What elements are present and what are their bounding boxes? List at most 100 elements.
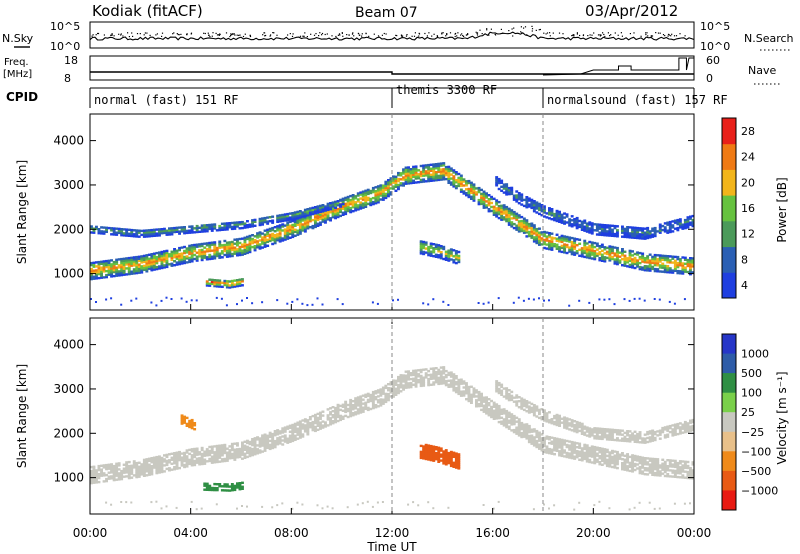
velocity-cell (301, 435, 305, 438)
power-cell (628, 249, 632, 253)
power-cell (560, 215, 564, 218)
power-cell (683, 220, 687, 224)
power-cell (127, 256, 131, 260)
velocity-cell (608, 457, 612, 460)
nsearch-dot (219, 33, 221, 35)
velocity-cell (538, 445, 541, 448)
power-cell (389, 193, 393, 196)
velocity-cell (500, 420, 504, 423)
power-cell (454, 181, 458, 184)
nsearch-dot (651, 35, 654, 37)
velocity-cell (618, 439, 622, 442)
velocity-cell (658, 433, 662, 436)
velocity-cell (495, 413, 499, 416)
velocity-cell (444, 369, 448, 373)
power-cell (344, 204, 348, 208)
velocity-cell (168, 461, 171, 464)
power-cell (427, 179, 431, 183)
velocity-cell (475, 391, 478, 394)
velocity-cell (621, 454, 624, 457)
power-cell (442, 300, 445, 303)
velocity-cell (598, 457, 602, 460)
nsearch-dot (270, 34, 272, 36)
power-cell (442, 257, 446, 261)
power-cell (648, 259, 652, 262)
velocity-cell (399, 376, 403, 379)
nsearch-dot (190, 32, 193, 34)
velocity-cell (673, 459, 677, 463)
power-cell (653, 261, 657, 265)
power-cell (678, 222, 682, 225)
velocity-cell (112, 474, 116, 478)
velocity-cell (505, 419, 509, 423)
power-cell (228, 255, 232, 258)
velocity-cell (115, 464, 119, 467)
power-cell (560, 246, 564, 250)
power-cell (233, 223, 237, 226)
power-cell (329, 206, 332, 209)
power-cell (97, 228, 101, 231)
power-cell (248, 250, 252, 254)
power-cell (600, 231, 604, 235)
power-cell (633, 256, 637, 260)
power-cell (447, 177, 451, 180)
velocity-cell (490, 413, 493, 417)
power-cell (281, 225, 285, 228)
noise-panel-frame (89, 21, 695, 49)
power-cell (205, 284, 209, 287)
velocity-cell (273, 443, 277, 447)
power-cell (175, 230, 179, 233)
power-cell (444, 177, 448, 181)
nsearch-dot (406, 34, 408, 36)
velocity-cell (465, 388, 468, 391)
power-cell (432, 179, 436, 182)
power-cell (434, 253, 438, 256)
power-cell (608, 298, 611, 301)
power-cell (631, 228, 634, 231)
power-cell (223, 228, 227, 231)
power-cell (392, 179, 395, 182)
power-cell (397, 177, 400, 181)
velocity-cell (130, 476, 134, 479)
power-cell (588, 227, 592, 230)
power-cell (354, 203, 358, 206)
velocity-cell (261, 450, 264, 453)
nsearch-dot (538, 29, 540, 31)
nsearch-dot (614, 32, 616, 34)
power-cell (548, 232, 551, 235)
velocity-cell (213, 445, 217, 448)
power-cell (540, 233, 544, 236)
power-cell (308, 213, 312, 216)
velocity-cell (110, 467, 113, 470)
power-cell (598, 227, 602, 230)
velocity-cell (538, 443, 541, 446)
power-cell (361, 196, 365, 199)
power-cell (381, 196, 385, 199)
power-cell (646, 255, 650, 258)
nsearch-dot (411, 35, 413, 37)
power-cell (125, 232, 129, 235)
velocity-cell (135, 461, 139, 465)
power-cell (147, 267, 151, 270)
velocity-cell (555, 443, 559, 446)
velocity-cell (130, 468, 134, 471)
velocity-cell (276, 443, 280, 446)
nsearch-dot (212, 32, 214, 34)
power-cell (230, 240, 234, 244)
power-cell (472, 195, 476, 198)
velocity-cell (603, 428, 607, 431)
power-cell (228, 286, 232, 289)
power-cell (651, 229, 655, 232)
power-cell (230, 244, 234, 248)
power-cell (646, 267, 650, 270)
power-cell (379, 188, 383, 191)
velocity-cell (150, 457, 154, 460)
velocity-cell (190, 448, 194, 451)
velocity-cell (548, 449, 551, 453)
velocity-cell (185, 455, 189, 458)
velocity-cell (505, 391, 509, 394)
power-cell (185, 249, 189, 252)
power-cell (641, 233, 645, 236)
velocity-cell (535, 429, 539, 433)
power-cell (540, 231, 544, 234)
